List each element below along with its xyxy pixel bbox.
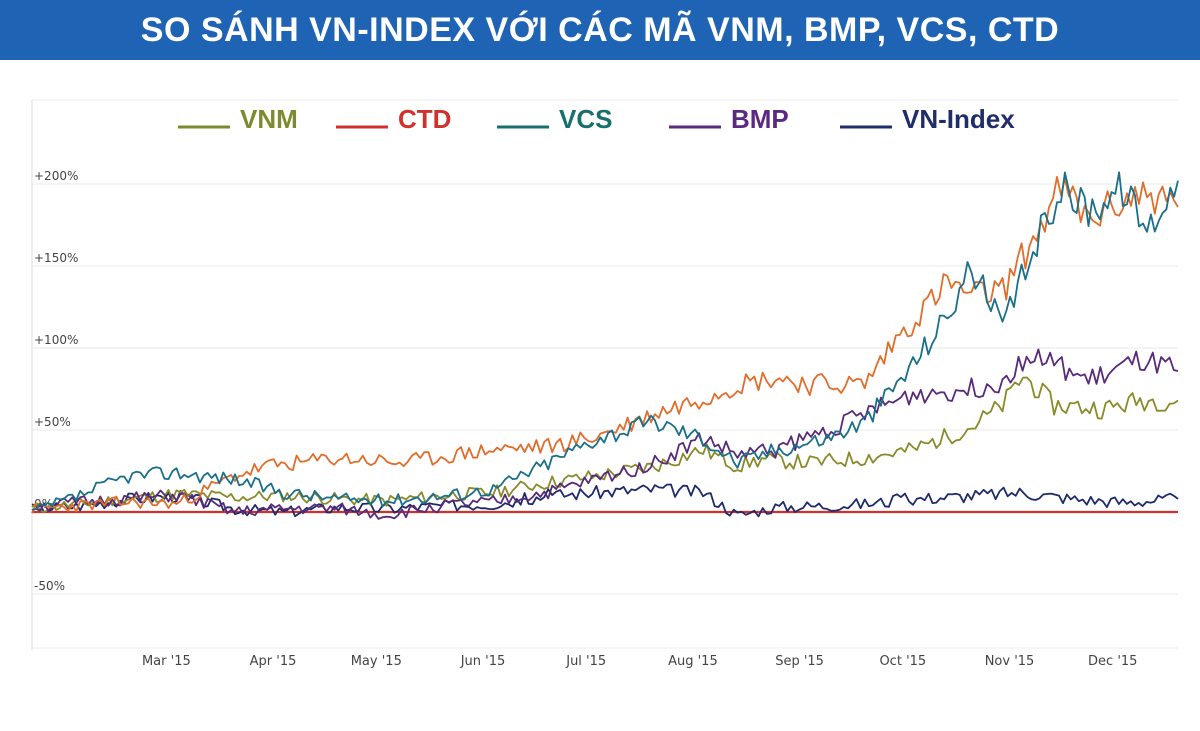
series-line-vcs	[31, 171, 1179, 511]
x-axis-ticks: Mar '15 Apr '15 May '15 Jun '15 Jul '15 Aug '…	[142, 654, 1137, 669]
legend-item-vn-index: VN-Index	[840, 104, 1015, 134]
y-tick-label: +150%	[34, 251, 78, 265]
y-axis-ticks: +200%+150%+100%+50%0%-50%	[34, 169, 78, 593]
chart-area: +200% +150% +100% +50% 0% -50% Mar '15 Apr '15…	[0, 60, 1200, 731]
series-line-vn-index	[31, 483, 1179, 518]
x-tick-label: Nov '15	[985, 654, 1035, 669]
x-tick-label: May '15	[351, 654, 402, 669]
legend-label: VN-Index	[902, 104, 1015, 134]
y-tick-label: +50%	[34, 415, 71, 429]
grid	[31, 99, 1178, 650]
y-tick-label: +100%	[34, 333, 78, 347]
x-tick-label: Oct '15	[879, 654, 926, 669]
legend-label: VCS	[559, 104, 612, 134]
series-line-vnm	[31, 376, 1179, 514]
line-chart: +200%+150%+100%+50%0%-50% Mar '15 Apr '15…	[31, 99, 1179, 669]
legend-label: VNM	[240, 104, 298, 134]
x-tick-label: Dec '15	[1088, 654, 1137, 669]
y-tick-label: +200%	[34, 169, 78, 183]
legend-item-bmp: BMP	[669, 104, 789, 134]
legend-label: BMP	[731, 104, 789, 134]
legend: VNM CTD VCS BMP VN-Index	[178, 104, 1015, 134]
series-lines	[31, 171, 1179, 520]
legend-item-vnm: VNM	[178, 104, 298, 134]
x-tick-label: Jun '15	[460, 654, 506, 669]
x-tick-label: Apr '15	[250, 654, 297, 669]
x-tick-label: Jul '15	[565, 654, 606, 669]
x-tick-label: Sep '15	[775, 654, 824, 669]
x-tick-label: Aug '15	[668, 654, 718, 669]
series-line-bmp	[31, 348, 1179, 520]
title-bar: SO SÁNH VN-INDEX VỚI CÁC MÃ VNM, BMP, VC…	[0, 0, 1200, 60]
page-title: SO SÁNH VN-INDEX VỚI CÁC MÃ VNM, BMP, VC…	[140, 10, 1060, 49]
legend-label: CTD	[398, 104, 451, 134]
legend-item-ctd: CTD	[336, 104, 451, 134]
x-tick-label: Mar '15	[142, 654, 191, 669]
legend-item-vcs: VCS	[497, 104, 612, 134]
series-line-ctd	[31, 176, 1179, 514]
y-tick-label: -50%	[34, 579, 65, 593]
